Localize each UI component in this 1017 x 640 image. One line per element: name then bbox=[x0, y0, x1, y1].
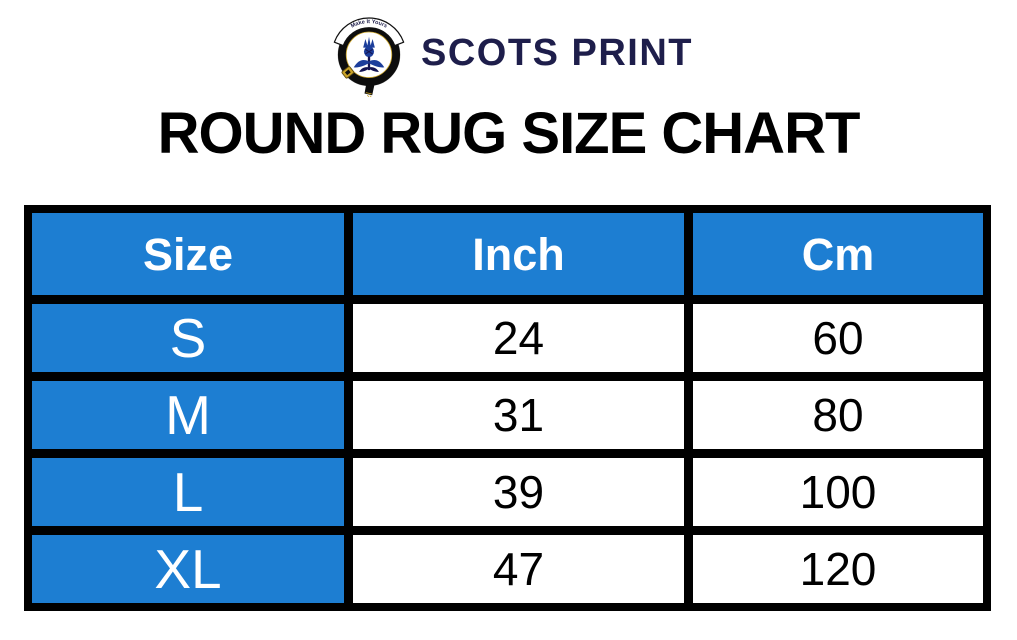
svg-text:Make It Yours: Make It Yours bbox=[350, 19, 388, 30]
cell-row0-cm: 60 bbox=[693, 304, 983, 372]
buckle-icon bbox=[341, 66, 375, 98]
crest-banner: Make It Yours bbox=[333, 17, 405, 47]
cell-row0-size: S bbox=[32, 304, 344, 372]
cell-row2-inch: 39 bbox=[353, 458, 684, 526]
thistle-icon bbox=[353, 36, 385, 72]
brand-name: SCOTS PRINT bbox=[421, 31, 693, 74]
header-cell-inch: Inch bbox=[353, 213, 684, 295]
page-title: ROUND RUG SIZE CHART bbox=[157, 101, 861, 166]
scots-print-logo: Make It Yours bbox=[333, 17, 405, 98]
brand-header: Make It Yours SCOTS PRINT bbox=[0, 7, 1017, 99]
cell-row1-size: M bbox=[32, 381, 344, 449]
cell-row3-inch: 47 bbox=[353, 535, 684, 603]
cell-row2-size: L bbox=[32, 458, 344, 526]
cell-row3-cm: 120 bbox=[693, 535, 983, 603]
cell-row0-inch: 24 bbox=[353, 304, 684, 372]
banner-text: Make It Yours bbox=[350, 19, 388, 30]
cell-row1-cm: 80 bbox=[693, 381, 983, 449]
size-chart-table: Size Inch Cm S 24 60 M 31 80 L 39 100 XL… bbox=[24, 205, 991, 611]
cell-row1-inch: 31 bbox=[353, 381, 684, 449]
header-cell-cm: Cm bbox=[693, 213, 983, 295]
header-cell-size: Size bbox=[32, 213, 344, 295]
cell-row3-size: XL bbox=[32, 535, 344, 603]
cell-row2-cm: 100 bbox=[693, 458, 983, 526]
